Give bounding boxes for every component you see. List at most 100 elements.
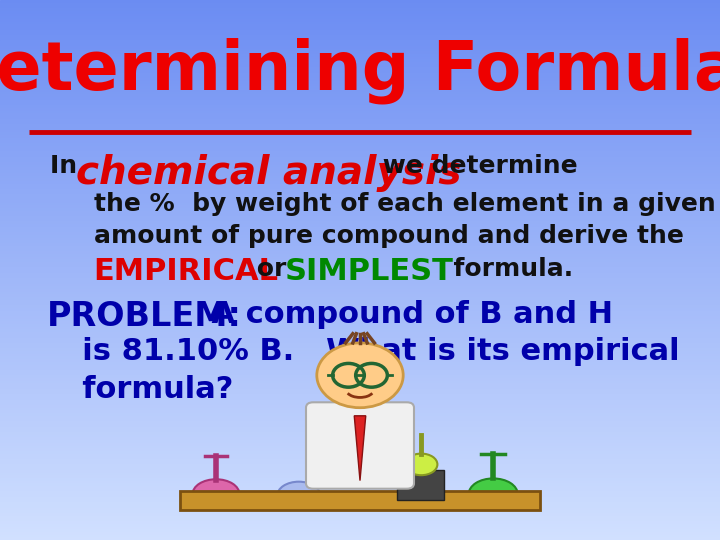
Bar: [0, 505, 720, 508]
Bar: [0, 440, 720, 443]
Bar: [0, 254, 720, 256]
Bar: [0, 230, 720, 232]
Bar: [0, 43, 720, 46]
Text: we determine: we determine: [374, 154, 578, 178]
Bar: [0, 526, 720, 529]
Bar: [0, 124, 720, 127]
Bar: [0, 267, 720, 270]
Bar: [0, 354, 720, 356]
Bar: [0, 219, 720, 221]
Bar: [0, 392, 720, 394]
Bar: [0, 535, 720, 537]
Bar: [0, 462, 720, 464]
Bar: [0, 165, 720, 167]
Bar: [0, 521, 720, 524]
Bar: [0, 186, 720, 189]
Bar: [0, 246, 720, 248]
Bar: [0, 516, 720, 518]
Bar: [0, 235, 720, 238]
Bar: [0, 0, 720, 3]
Bar: [0, 265, 720, 267]
Bar: [0, 100, 720, 103]
Bar: [0, 451, 720, 454]
Bar: [0, 381, 720, 383]
Bar: [0, 351, 720, 354]
Ellipse shape: [193, 480, 239, 509]
Bar: [0, 30, 720, 32]
Bar: [0, 370, 720, 373]
Bar: [0, 54, 720, 57]
Bar: [0, 316, 720, 319]
Bar: [0, 162, 720, 165]
Bar: [0, 227, 720, 229]
Bar: [0, 113, 720, 116]
Bar: [0, 11, 720, 14]
Text: In: In: [50, 154, 86, 178]
Bar: [0, 81, 720, 84]
Bar: [0, 19, 720, 22]
Bar: [0, 518, 720, 521]
Text: A compound of B and H: A compound of B and H: [169, 300, 613, 329]
Bar: [0, 421, 720, 424]
Bar: [0, 89, 720, 92]
Bar: [0, 446, 720, 448]
Bar: [0, 38, 720, 40]
Bar: [0, 16, 720, 19]
Bar: [0, 5, 720, 8]
Bar: [0, 432, 720, 435]
Bar: [0, 22, 720, 24]
Bar: [0, 335, 720, 338]
Text: amount of pure compound and derive the: amount of pure compound and derive the: [94, 224, 683, 248]
Bar: [0, 49, 720, 51]
Bar: [0, 489, 720, 491]
Bar: [0, 135, 720, 138]
Bar: [0, 292, 720, 294]
Bar: [0, 178, 720, 181]
Bar: [0, 281, 720, 284]
Bar: [0, 32, 720, 35]
Bar: [0, 138, 720, 140]
Bar: [0, 224, 720, 227]
Bar: [0, 510, 720, 513]
Text: formula?: formula?: [61, 375, 233, 404]
Ellipse shape: [277, 482, 320, 510]
Bar: [0, 116, 720, 119]
Bar: [0, 373, 720, 375]
Bar: [0, 308, 720, 310]
Bar: [0, 148, 720, 151]
Bar: [0, 375, 720, 378]
Bar: [0, 189, 720, 192]
Bar: [0, 305, 720, 308]
Bar: [0, 130, 720, 132]
Bar: [0, 467, 720, 470]
Bar: [0, 243, 720, 246]
Bar: [0, 486, 720, 489]
Ellipse shape: [469, 478, 518, 510]
Bar: [0, 537, 720, 540]
Bar: [0, 413, 720, 416]
Bar: [0, 232, 720, 235]
Bar: [0, 216, 720, 219]
Bar: [0, 340, 720, 343]
Bar: [0, 483, 720, 486]
Bar: [0, 478, 720, 481]
Bar: [0, 324, 720, 327]
Bar: [0, 481, 720, 483]
Bar: [0, 167, 720, 170]
Bar: [0, 416, 720, 418]
Bar: [0, 24, 720, 27]
Bar: [0, 386, 720, 389]
Bar: [0, 456, 720, 459]
Bar: [0, 362, 720, 364]
Text: formula.: formula.: [436, 256, 572, 280]
Bar: [0, 300, 720, 302]
Bar: [0, 59, 720, 62]
Bar: [0, 111, 720, 113]
Ellipse shape: [405, 454, 438, 475]
Bar: [0, 513, 720, 516]
Bar: [0, 94, 720, 97]
Text: chemical analysis: chemical analysis: [76, 154, 461, 192]
Bar: [0, 427, 720, 429]
Bar: [0, 184, 720, 186]
Bar: [0, 197, 720, 200]
